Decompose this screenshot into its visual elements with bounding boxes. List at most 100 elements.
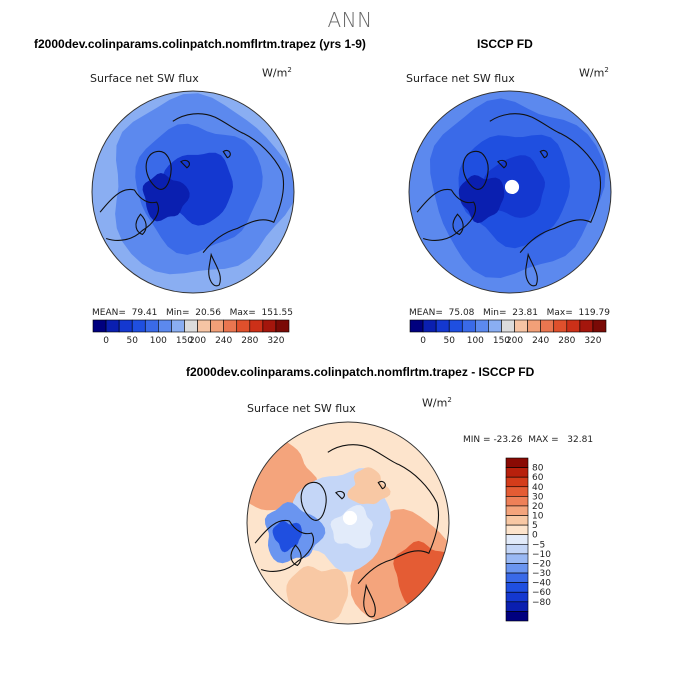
panel-1-colorbar-swatch — [184, 319, 198, 333]
panel-3-colorbar-swatch — [505, 591, 529, 603]
panel-2-colorbar-swatch — [540, 319, 555, 333]
panel-1-colorbar-swatch — [249, 319, 264, 333]
panel-3-colorbar-tick-label: −20 — [532, 559, 551, 569]
figure-title: ANN — [327, 8, 373, 32]
panel-3-colorbar-tick-label: −10 — [532, 550, 551, 560]
panel-3-colorbar-tick-label: −30 — [532, 569, 551, 579]
panel-3-colorbar-tick-label: 40 — [532, 483, 544, 493]
panel-3-title: f2000dev.colinparams.colinpatch.nomflrtm… — [186, 365, 535, 379]
panel-3-colorbar-tick-label: 30 — [532, 492, 544, 502]
panel-2-field — [409, 91, 611, 293]
panel-3-colorbar-tick-label: 10 — [532, 512, 544, 522]
min-label: MIN = — [463, 435, 491, 445]
panel-1-colorbar-swatch — [92, 319, 107, 333]
panel-2-map-border — [408, 90, 612, 294]
panel-1-colorbar-swatch — [158, 319, 172, 333]
panel-2-colorbar-swatch — [461, 319, 476, 333]
panel-1-map-border — [91, 90, 295, 294]
panel-3-missing-data-pole — [342, 510, 358, 526]
panel-3-colorbar-tick-label: −40 — [532, 579, 551, 589]
panel-1-stats: MEAN= 79.41 Min= 20.56 Max= 151.55 — [92, 308, 293, 318]
panel-2-variable-label: Surface net SW flux — [406, 72, 515, 85]
panel-1-colorbar-swatch — [275, 319, 290, 333]
panel-1-colorbar-tick-label: 0 — [103, 336, 109, 346]
panel-3-colorbar-swatch — [505, 543, 529, 555]
panel-2-colorbar-swatch — [579, 319, 594, 333]
panel-2-colorbar-swatch — [566, 319, 581, 333]
panel-3-coastline-segment — [291, 545, 301, 565]
max-value: 119.79 — [578, 308, 610, 318]
panel-1-colorbar-swatch — [171, 319, 185, 333]
panel-2-coastline-segment — [498, 160, 507, 167]
panel-2-coastline-segment — [526, 255, 538, 286]
panel-1-colorbar-swatch — [223, 319, 238, 333]
panel-2-colorbar-tick-label: 280 — [558, 336, 575, 346]
min-value: 23.81 — [512, 308, 538, 318]
panel-3-colorbar-swatch — [505, 486, 529, 497]
panel-1-colorbar-swatch — [131, 319, 146, 333]
panel-1-title: f2000dev.colinparams.colinpatch.nomflrtm… — [34, 37, 366, 51]
panel-3-variable-label: Surface net SW flux — [247, 402, 356, 415]
panel-3-colorbar-swatch — [505, 582, 529, 593]
panel-3-colorbar-tick-label: −60 — [532, 588, 551, 598]
panel-2-coastline-segment — [540, 150, 547, 157]
panel-1-units: W/m2 — [262, 66, 292, 80]
panel-2-field-core — [458, 175, 505, 224]
max-value: 151.55 — [261, 308, 293, 318]
panel-3-coastline-segment — [301, 482, 326, 520]
panel-2-colorbar-tick-label: 320 — [584, 336, 601, 346]
panel-2-colorbar-swatch — [592, 319, 607, 333]
panel-1-field — [92, 91, 294, 293]
panel-2-colorbar-tick-label: 240 — [532, 336, 549, 346]
panel-1-colorbar-tick-label: 200 — [189, 336, 206, 346]
panel-2-units: W/m2 — [579, 66, 609, 80]
panel-3-colorbar-tick-label: 60 — [532, 473, 544, 483]
panel-2-colorbar-swatch — [409, 319, 424, 333]
panel-2-title: ISCCP FD — [477, 37, 533, 51]
panel-1-colorbar-swatch — [262, 319, 277, 333]
min-label: Min= — [482, 308, 507, 318]
max-label: Max= — [546, 308, 573, 318]
panel-2-stats: MEAN= 75.08 Min= 23.81 Max= 119.79 — [409, 308, 610, 318]
panel-2-coastline-segment — [453, 214, 463, 234]
panel-2-colorbar-swatch — [514, 319, 528, 333]
panel-3-field-level — [347, 467, 391, 505]
panel-1-coastline-segment — [173, 114, 244, 134]
panel-2-colorbar-swatch — [501, 319, 515, 333]
panel-2-colorbar-swatch — [553, 319, 568, 333]
panel-3-coastline-segment — [255, 520, 313, 571]
panel-1-coastline-segment — [100, 189, 158, 240]
max-value: 32.81 — [567, 435, 594, 445]
panel-1-colorbar-swatch — [197, 319, 211, 333]
panel-3-colorbar-swatch — [505, 563, 529, 574]
panel-3-colorbar-swatch — [505, 505, 529, 516]
min-value: -23.26 — [493, 435, 523, 445]
panel-3-colorbar-tick-label: −80 — [532, 598, 551, 608]
panel-3-colorbar-swatch — [505, 515, 529, 526]
panel-2-missing-data-pole — [504, 179, 520, 195]
panel-3-colorbar-tick-label: 5 — [532, 521, 538, 531]
panel-3-coastline-segment — [336, 491, 345, 498]
panel-3-colorbar-swatch — [505, 611, 529, 622]
panel-1-coastline-segment — [209, 255, 221, 286]
panel-3-map — [246, 421, 450, 625]
panel-2-colorbar-swatch — [475, 319, 489, 333]
panel-3-colorbar-swatch — [505, 496, 529, 507]
panel-1-colorbar-tick-label: 150 — [176, 336, 193, 346]
panel-1-variable-label: Surface net SW flux — [90, 72, 199, 85]
panel-1-colorbar-tick-label: 280 — [241, 336, 258, 346]
panel-1-colorbar-swatch — [105, 319, 120, 333]
panel-3-coastline-segment — [328, 445, 399, 465]
panel-3-colorbar-swatch — [505, 553, 529, 564]
panel-3-map-border — [246, 421, 450, 625]
panel-3-colorbar-swatch — [505, 534, 529, 545]
panel-1-colorbar-swatch — [144, 319, 159, 333]
panel-3-field-level — [330, 505, 373, 549]
panel-2-colorbar-tick-label: 200 — [506, 336, 523, 346]
panel-3-field — [247, 422, 449, 624]
panel-2-colorbar-swatch — [448, 319, 463, 333]
mean-value: 79.41 — [131, 308, 158, 318]
panel-3-colorbar-tick-label: 20 — [532, 502, 544, 512]
